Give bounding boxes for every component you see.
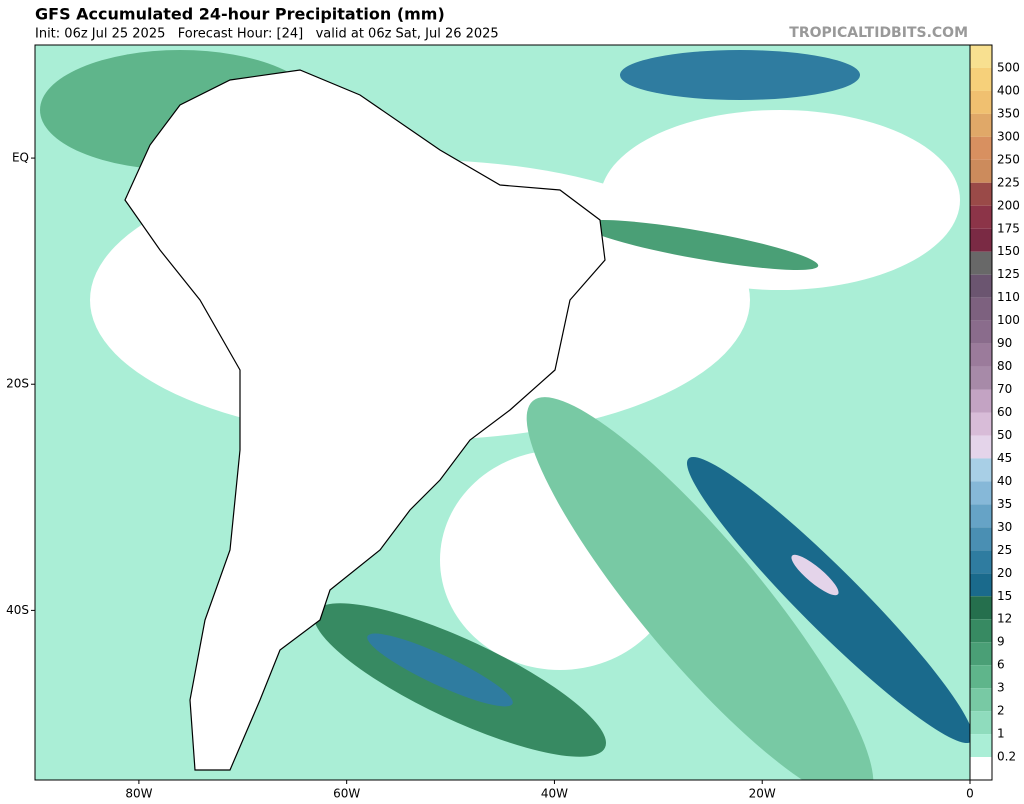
colorbar-bin bbox=[970, 481, 992, 505]
colorbar-label: 350 bbox=[997, 106, 1020, 120]
lat-label: 40S bbox=[6, 603, 29, 617]
colorbar-bin bbox=[970, 159, 992, 183]
colorbar-label: 2 bbox=[997, 704, 1005, 718]
colorbar-bin bbox=[970, 320, 992, 344]
colorbar-label: 35 bbox=[997, 497, 1012, 511]
colorbar-label: 100 bbox=[997, 313, 1020, 327]
colorbar-bin bbox=[970, 504, 992, 528]
colorbar-label: 110 bbox=[997, 290, 1020, 304]
colorbar-label: 400 bbox=[997, 83, 1020, 97]
lon-label: 60W bbox=[333, 787, 360, 801]
colorbar-label: 15 bbox=[997, 589, 1012, 603]
subtitle: Init: 06z Jul 25 2025 Forecast Hour: [24… bbox=[35, 27, 499, 42]
colorbar-bin bbox=[970, 573, 992, 597]
colorbar-bin bbox=[970, 550, 992, 574]
colorbar-label: 25 bbox=[997, 543, 1012, 557]
colorbar-bin bbox=[970, 665, 992, 689]
colorbar-bin bbox=[970, 642, 992, 666]
colorbar-bin bbox=[970, 734, 992, 758]
colorbar-label: 90 bbox=[997, 336, 1012, 350]
colorbar-bin bbox=[970, 90, 992, 114]
lon-label: 20W bbox=[749, 787, 776, 801]
colorbar-label: 20 bbox=[997, 566, 1012, 580]
colorbar-bin bbox=[970, 297, 992, 321]
colorbar-bin bbox=[970, 228, 992, 252]
lon-label: 40W bbox=[541, 787, 568, 801]
colorbar-bin bbox=[970, 389, 992, 413]
colorbar-label: 60 bbox=[997, 405, 1012, 419]
colorbar-label: 225 bbox=[997, 175, 1020, 189]
colorbar-label: 70 bbox=[997, 382, 1012, 396]
colorbar-bin bbox=[970, 205, 992, 229]
colorbar-bin bbox=[970, 251, 992, 275]
colorbar-label: 30 bbox=[997, 520, 1012, 534]
colorbar-label: 3 bbox=[997, 681, 1005, 695]
lat-label: EQ bbox=[12, 151, 29, 165]
colorbar-bin bbox=[970, 596, 992, 620]
colorbar-bin bbox=[970, 67, 992, 91]
colorbar-bin bbox=[970, 182, 992, 206]
colorbar-bin bbox=[970, 458, 992, 482]
colorbar-label: 0.2 bbox=[997, 750, 1016, 764]
colorbar-bin bbox=[970, 711, 992, 735]
colorbar-bin bbox=[970, 113, 992, 137]
colorbar-bin bbox=[970, 343, 992, 367]
colorbar-label: 500 bbox=[997, 60, 1020, 74]
colorbar-bin bbox=[970, 366, 992, 390]
colorbar-label: 45 bbox=[997, 451, 1012, 465]
colorbar-bin bbox=[970, 412, 992, 436]
colorbar-label: 9 bbox=[997, 635, 1005, 649]
colorbar-label: 80 bbox=[997, 359, 1012, 373]
colorbar-bin bbox=[970, 619, 992, 643]
colorbar-label: 150 bbox=[997, 244, 1020, 258]
colorbar-label: 40 bbox=[997, 474, 1012, 488]
colorbar-bin bbox=[970, 274, 992, 298]
map bbox=[34, 44, 971, 781]
colorbar-label: 200 bbox=[997, 198, 1020, 212]
lat-label: 20S bbox=[6, 377, 29, 391]
colorbar-label: 300 bbox=[997, 129, 1020, 143]
lon-label: 80W bbox=[125, 787, 152, 801]
colorbar-label: 125 bbox=[997, 267, 1020, 281]
title: GFS Accumulated 24-hour Precipitation (m… bbox=[35, 5, 445, 24]
colorbar-label: 175 bbox=[997, 221, 1020, 235]
colorbar-label: 6 bbox=[997, 658, 1005, 672]
colorbar-bin bbox=[970, 527, 992, 551]
lon-label: 0 bbox=[966, 787, 974, 801]
colorbar-bin bbox=[970, 435, 992, 459]
colorbar-label: 250 bbox=[997, 152, 1020, 166]
watermark: TROPICALTIDBITS.COM bbox=[789, 25, 968, 41]
colorbar-bin bbox=[970, 757, 992, 780]
colorbar-label: 12 bbox=[997, 612, 1012, 626]
colorbar-bin bbox=[970, 688, 992, 712]
colorbar-label: 1 bbox=[997, 727, 1005, 741]
colorbar-frame bbox=[969, 44, 993, 781]
colorbar-bin bbox=[970, 136, 992, 160]
colorbar-label: 50 bbox=[997, 428, 1012, 442]
colorbar-bin bbox=[970, 45, 992, 68]
